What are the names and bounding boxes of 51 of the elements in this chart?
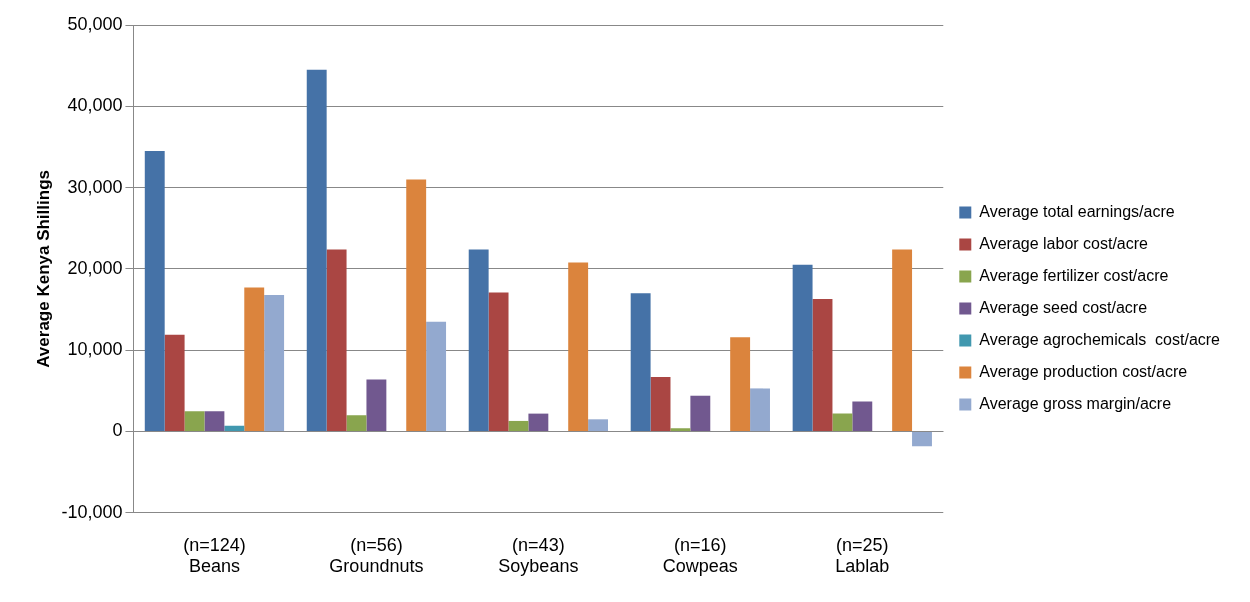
bar bbox=[164, 334, 185, 431]
legend-label: Average gross margin/acre bbox=[979, 394, 1172, 412]
y-tick-label: 20,000 bbox=[67, 257, 123, 278]
legend-label: Average total earnings/acre bbox=[979, 202, 1175, 220]
bar bbox=[832, 413, 853, 431]
bar bbox=[670, 428, 691, 431]
y-tick-label: 0 bbox=[112, 420, 123, 441]
y-tick-label: 40,000 bbox=[67, 95, 123, 116]
bar bbox=[426, 321, 447, 431]
bar bbox=[406, 179, 427, 431]
y-axis-title: Average Kenya Shillings bbox=[33, 170, 53, 368]
bar bbox=[326, 249, 347, 431]
bar bbox=[568, 262, 589, 431]
bar bbox=[184, 411, 205, 431]
y-tick-label: 30,000 bbox=[67, 176, 123, 197]
x-tick-label: (n=16) Cowpeas bbox=[662, 534, 738, 577]
bar bbox=[508, 420, 529, 431]
x-tick-label: (n=43) Soybeans bbox=[498, 534, 579, 577]
bar bbox=[346, 415, 367, 431]
x-tick-label: (n=124) Beans bbox=[183, 534, 246, 577]
bar bbox=[812, 298, 833, 431]
bar bbox=[690, 395, 711, 431]
bar bbox=[488, 292, 509, 431]
bar bbox=[264, 294, 285, 431]
legend-label: Average production cost/acre bbox=[979, 362, 1188, 380]
bar bbox=[792, 264, 813, 431]
y-tick-label: 50,000 bbox=[67, 13, 123, 34]
bar bbox=[306, 69, 327, 431]
legend-label: Average agrochemicals cost/acre bbox=[979, 330, 1221, 348]
bar bbox=[144, 151, 165, 431]
bar bbox=[468, 249, 489, 431]
bar bbox=[852, 401, 873, 431]
y-tick-label: -10,000 bbox=[61, 501, 123, 522]
bar bbox=[630, 293, 651, 431]
bar bbox=[892, 249, 913, 431]
bar bbox=[730, 337, 751, 431]
legend-label: Average seed cost/acre bbox=[979, 298, 1148, 316]
bar bbox=[528, 413, 549, 431]
x-tick-label: (n=25) Lablab bbox=[835, 534, 890, 577]
bar bbox=[244, 287, 265, 431]
bar bbox=[650, 377, 671, 431]
bar bbox=[204, 411, 225, 431]
bar bbox=[912, 432, 932, 447]
bar bbox=[588, 419, 609, 431]
legend-label: Average fertilizer cost/acre bbox=[979, 266, 1169, 284]
y-tick-label: 10,000 bbox=[67, 339, 123, 360]
x-tick-label: (n=56) Groundnuts bbox=[329, 534, 424, 577]
bar bbox=[366, 379, 387, 431]
legend-label: Average labor cost/acre bbox=[979, 234, 1149, 252]
bar bbox=[750, 388, 770, 431]
bar bbox=[224, 425, 245, 431]
